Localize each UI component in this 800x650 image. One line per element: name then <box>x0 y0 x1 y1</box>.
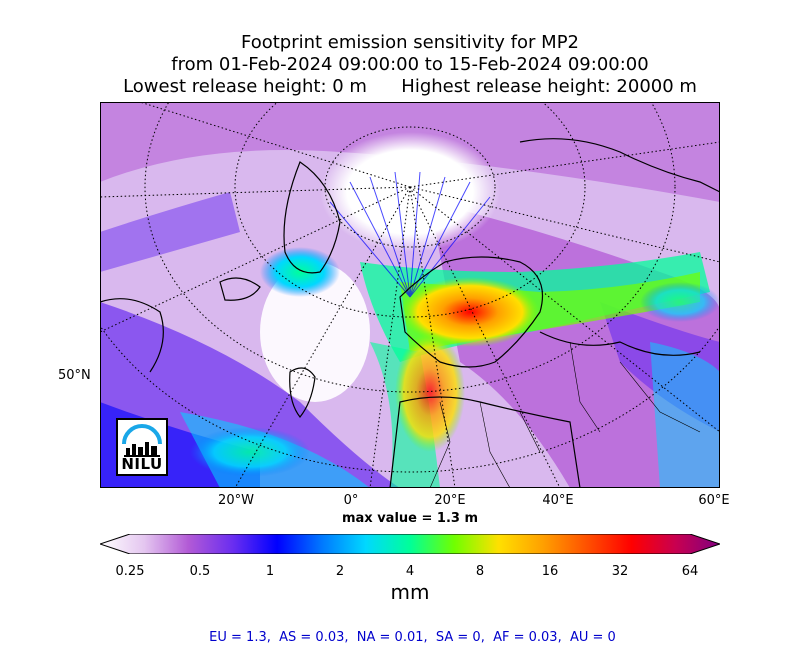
graticule <box>100 102 720 488</box>
nilu-logo: NILU <box>116 418 168 476</box>
map-border <box>100 102 720 488</box>
coast-iceland <box>219 277 261 301</box>
coast-britain <box>289 367 316 418</box>
coast-scandinavia <box>399 256 544 368</box>
title-line-2: from 01-Feb-2024 09:00:00 to 15-Feb-2024… <box>171 54 649 75</box>
lon-label-20e: 20°E <box>434 493 466 508</box>
polar-void <box>320 132 500 252</box>
title-line-3: Lowest release height: 0 m Highest relea… <box>123 76 697 97</box>
lat-label-50n: 50°N <box>58 368 91 383</box>
nilu-logo-mark <box>122 424 162 457</box>
footprint-map <box>100 102 720 488</box>
region-summary: EU = 1.3, AS = 0.03, NA = 0.01, SA = 0, … <box>209 630 616 645</box>
plume-east <box>640 282 720 322</box>
colorbar-tick: 16 <box>541 564 559 579</box>
hotspot-norway <box>400 277 540 347</box>
colorbar-tick: 0.25 <box>115 564 145 579</box>
coast-canada <box>100 298 164 373</box>
coast-greenland <box>283 161 341 274</box>
colorbar-tick: 0.5 <box>189 564 211 579</box>
lon-label-40e: 40°E <box>542 493 574 508</box>
lon-label-0: 0° <box>343 493 359 508</box>
colorbar-tick: 32 <box>611 564 629 579</box>
hotspot-central-europe <box>395 332 465 452</box>
lon-label-60e: 60°E <box>698 493 730 508</box>
plume-iceland <box>260 247 340 297</box>
lon-label-20w: 20°W <box>218 493 254 508</box>
borders <box>429 341 701 488</box>
colorbar-tick: 64 <box>681 564 699 579</box>
colorbar-tick: 8 <box>475 564 485 579</box>
colorbar-tick: 4 <box>405 564 415 579</box>
field-northwest <box>100 192 240 272</box>
title-line-1: Footprint emission sensitivity for MP2 <box>240 32 579 53</box>
colorbar <box>100 534 720 554</box>
colorbar-tick: 1 <box>265 564 275 579</box>
map-canvas <box>100 102 720 488</box>
polar-streaks <box>329 171 491 298</box>
coast-continent <box>389 396 581 488</box>
nilu-logo-text: NILU <box>121 455 163 473</box>
coast-russia <box>539 331 701 356</box>
plume-atlantic-south <box>190 427 310 477</box>
coastlines <box>100 138 720 488</box>
colorbar-fill <box>100 534 720 554</box>
coast-arctic-russia <box>519 138 720 193</box>
colorbar-tick: 2 <box>335 564 345 579</box>
max-value-label: max value = 1.3 m <box>341 511 479 526</box>
colorbar-unit: mm <box>390 580 430 604</box>
atlantic-void <box>260 262 370 402</box>
field-east-cyan <box>650 342 720 488</box>
